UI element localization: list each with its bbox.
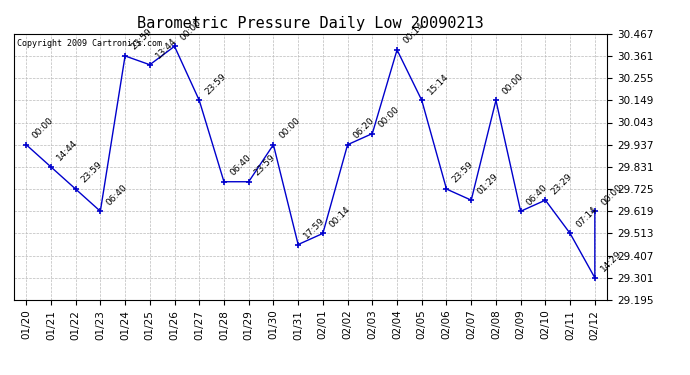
Text: 23:29: 23:29 xyxy=(549,171,574,196)
Text: 13:44: 13:44 xyxy=(154,36,179,60)
Text: 23:59: 23:59 xyxy=(80,160,104,185)
Text: 00:00: 00:00 xyxy=(599,182,624,207)
Text: 00:00: 00:00 xyxy=(500,72,525,96)
Text: 06:40: 06:40 xyxy=(228,153,253,178)
Text: 23:59: 23:59 xyxy=(129,27,154,52)
Text: 00:14: 00:14 xyxy=(327,205,352,229)
Text: 17:59: 17:59 xyxy=(302,216,327,240)
Text: 23:59: 23:59 xyxy=(204,72,228,96)
Text: 00:00: 00:00 xyxy=(30,116,55,141)
Text: 00:00: 00:00 xyxy=(377,105,401,129)
Text: 01:29: 01:29 xyxy=(475,171,500,196)
Text: 06:40: 06:40 xyxy=(525,183,549,207)
Text: 00:00: 00:00 xyxy=(277,116,302,141)
Title: Barometric Pressure Daily Low 20090213: Barometric Pressure Daily Low 20090213 xyxy=(137,16,484,31)
Text: 14:44: 14:44 xyxy=(55,138,79,163)
Text: 15:14: 15:14 xyxy=(426,72,451,96)
Text: 00:14: 00:14 xyxy=(401,21,426,46)
Text: 07:14: 07:14 xyxy=(574,205,599,229)
Text: 00:00: 00:00 xyxy=(179,18,204,42)
Text: Copyright 2009 Cartronics.com: Copyright 2009 Cartronics.com xyxy=(17,39,161,48)
Text: 23:59: 23:59 xyxy=(451,160,475,185)
Text: 14:29: 14:29 xyxy=(599,249,624,274)
Text: 06:20: 06:20 xyxy=(352,116,376,141)
Text: 06:40: 06:40 xyxy=(104,183,129,207)
Text: 23:59: 23:59 xyxy=(253,153,277,178)
